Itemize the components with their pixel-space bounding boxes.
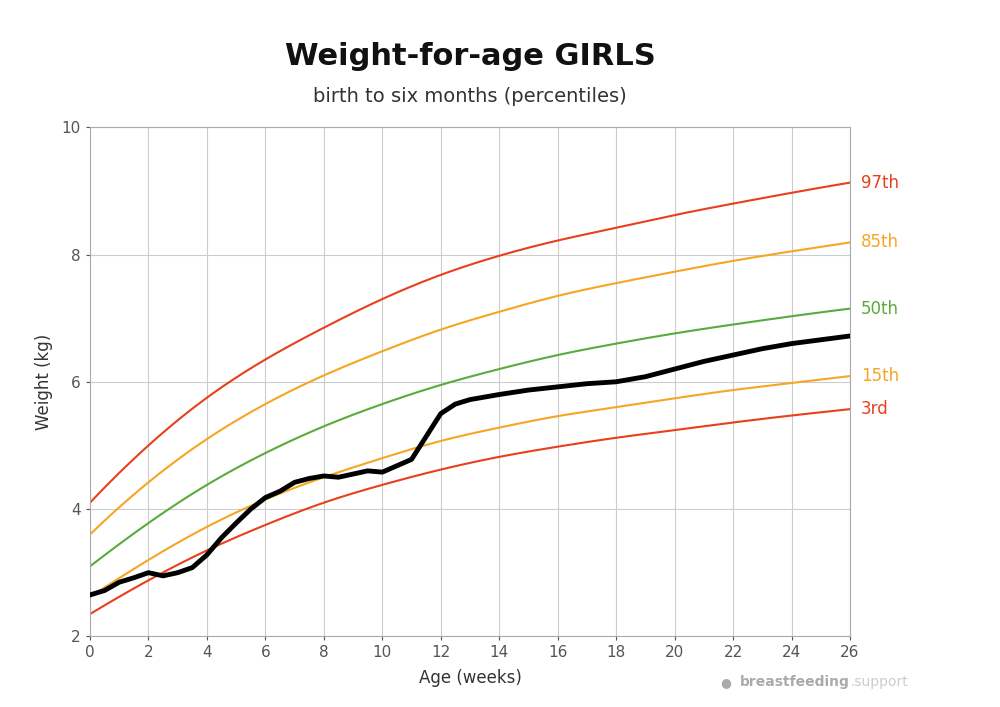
X-axis label: Age (weeks): Age (weeks) (419, 669, 521, 686)
Text: 15th: 15th (861, 367, 899, 385)
Text: Weight-for-age GIRLS: Weight-for-age GIRLS (285, 42, 655, 71)
Text: birth to six months (percentiles): birth to six months (percentiles) (313, 87, 627, 106)
Text: ●: ● (720, 677, 731, 689)
Text: 3rd: 3rd (861, 400, 889, 418)
Y-axis label: Weight (kg): Weight (kg) (35, 334, 53, 430)
Text: 50th: 50th (861, 300, 899, 317)
Text: .support: .support (850, 675, 908, 689)
Text: 97th: 97th (861, 174, 899, 192)
Text: breastfeeding: breastfeeding (740, 675, 850, 689)
Text: 85th: 85th (861, 233, 899, 252)
